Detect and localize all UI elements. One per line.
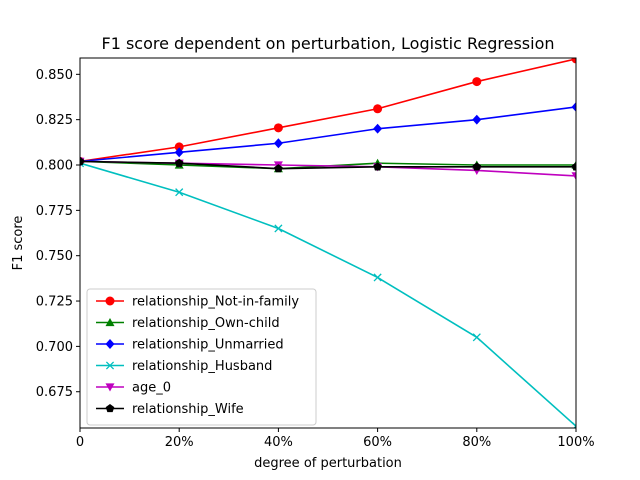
series-relationship_Own-child <box>80 156 576 173</box>
series-relationship_Wife <box>80 156 576 173</box>
legend-box <box>86 288 317 426</box>
series-age_0 <box>80 157 576 181</box>
data-point <box>174 147 184 158</box>
legend-label: relationship_Husband <box>132 359 272 374</box>
legend-item: relationship_Unmarried <box>96 338 284 353</box>
chart-title: F1 score dependent on perturbation, Logi… <box>101 34 554 53</box>
legend-label: relationship_Wife <box>132 402 244 417</box>
y-tick-label: 0.700 <box>36 340 73 355</box>
axes: 0 20% 40% 60% 80% 100% 0.675 0.700 0.725 0.750 0.7… <box>36 68 595 450</box>
plot-marks <box>80 58 576 428</box>
data-point <box>571 102 576 112</box>
series-line <box>80 58 576 163</box>
x-tick-label: 100% <box>557 435 594 450</box>
data-point <box>174 158 184 167</box>
legend-marker <box>105 404 115 413</box>
data-point <box>373 273 382 282</box>
x-tick-label: 0 <box>76 435 84 450</box>
y-tick-label: 0.850 <box>36 68 73 83</box>
y-tick-label: 0.675 <box>36 385 73 400</box>
data-point <box>472 114 482 125</box>
legend-item: relationship_Own-child <box>96 316 280 331</box>
data-point <box>273 138 283 149</box>
series-line <box>80 160 576 170</box>
x-tick-label: 80% <box>462 435 491 450</box>
data-point <box>472 333 481 342</box>
legend-item: relationship_Husband <box>96 359 272 374</box>
series-relationship_Unmarried <box>80 102 576 167</box>
x-axis-label: degree of perturbation <box>254 456 402 471</box>
x-tick-label: 20% <box>165 435 194 450</box>
legend: relationship_Not-in-family relationship_O… <box>86 288 317 426</box>
data-point <box>571 172 576 181</box>
legend-item: age_0 <box>96 381 171 396</box>
series-relationship_Not-in-family <box>80 58 576 166</box>
legend-marker <box>105 318 115 327</box>
legend-marker <box>105 296 115 306</box>
data-point <box>472 162 482 171</box>
x-tick-label: 40% <box>264 435 293 450</box>
data-point <box>472 77 482 87</box>
legend-item: relationship_Not-in-family <box>96 295 299 310</box>
data-point <box>174 142 184 152</box>
data-point <box>80 156 85 166</box>
data-point <box>571 162 576 171</box>
data-point <box>273 123 283 133</box>
y-tick-label: 0.725 <box>36 295 73 310</box>
legend-label: age_0 <box>132 381 171 396</box>
y-tick-label: 0.775 <box>36 204 73 219</box>
legend-marker <box>105 361 115 370</box>
y-tick-label: 0.800 <box>36 159 73 174</box>
data-point <box>571 58 576 64</box>
data-point <box>571 422 576 428</box>
series-line <box>80 106 576 163</box>
plot-frame <box>79 57 577 429</box>
legend-marker <box>105 383 115 392</box>
legend-label: relationship_Own-child <box>132 316 280 331</box>
x-tick-label: 60% <box>363 435 392 450</box>
data-point <box>274 164 283 173</box>
series-line <box>80 162 576 427</box>
legend-marker <box>105 339 115 349</box>
data-point <box>373 162 382 171</box>
data-point <box>274 224 283 233</box>
y-tick-label: 0.750 <box>36 249 73 264</box>
data-point <box>373 123 383 134</box>
data-point <box>175 188 184 197</box>
y-tick-label: 0.825 <box>36 113 73 128</box>
legend-label: relationship_Not-in-family <box>132 295 299 310</box>
legend-item: relationship_Wife <box>96 402 244 417</box>
y-axis-label: F1 score <box>11 216 26 271</box>
data-point <box>373 104 383 114</box>
legend-label: relationship_Unmarried <box>132 338 284 353</box>
